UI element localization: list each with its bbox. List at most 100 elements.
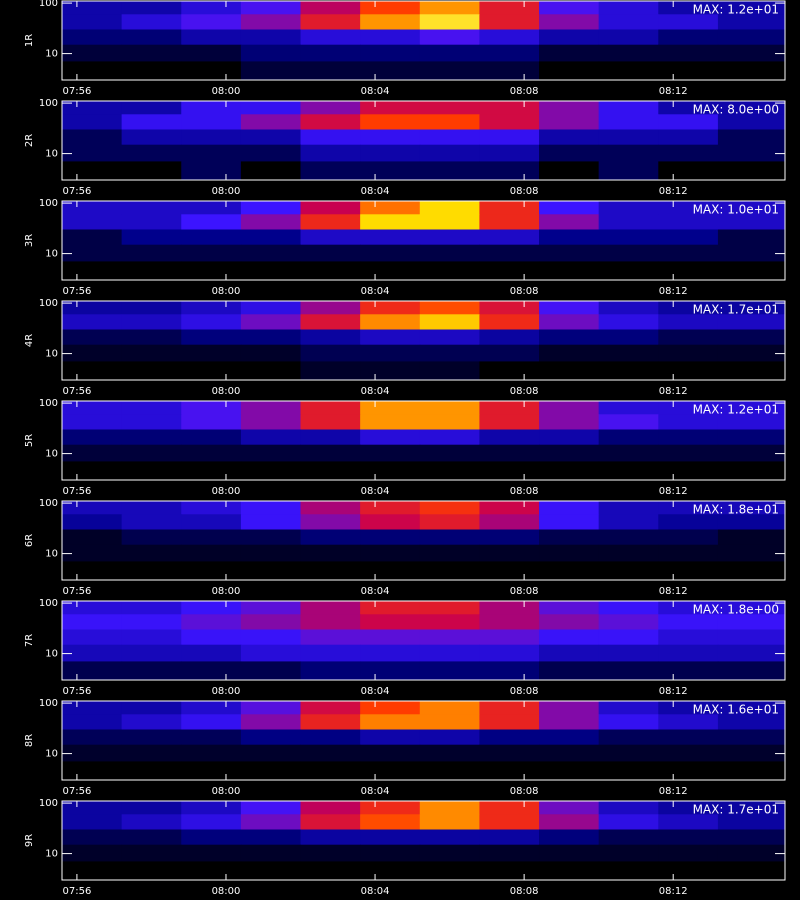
heat-cell bbox=[479, 401, 540, 415]
heat-cell bbox=[539, 101, 600, 115]
heat-cell bbox=[240, 329, 302, 346]
heat-cell bbox=[121, 661, 182, 681]
heat-cell bbox=[121, 414, 182, 430]
heat-cell bbox=[121, 29, 182, 46]
heat-cell bbox=[479, 244, 540, 262]
x-tick-label: 08:12 bbox=[659, 486, 688, 497]
heat-cell bbox=[539, 729, 600, 746]
heat-cell bbox=[717, 114, 786, 130]
heat-cell bbox=[479, 744, 540, 762]
heat-cell bbox=[181, 629, 242, 646]
heat-cell bbox=[181, 129, 242, 146]
heat-cell bbox=[121, 144, 182, 162]
heat-cell bbox=[121, 744, 182, 762]
heat-cell bbox=[717, 529, 786, 546]
heat-cell bbox=[717, 829, 786, 846]
heat-cell bbox=[598, 501, 659, 515]
heat-cell bbox=[479, 214, 540, 230]
heat-cell bbox=[717, 229, 786, 246]
heat-cell bbox=[240, 844, 302, 862]
plot-frame bbox=[61, 800, 786, 881]
heat-cell bbox=[419, 329, 480, 346]
heat-cell bbox=[598, 144, 659, 162]
heat-cell bbox=[300, 129, 361, 146]
heat-cell bbox=[360, 644, 421, 662]
heat-cell bbox=[658, 644, 719, 662]
heat-cell bbox=[539, 561, 600, 581]
heat-cell bbox=[300, 344, 361, 362]
heat-cell bbox=[479, 814, 540, 830]
heat-cell bbox=[300, 744, 361, 762]
heat-cell bbox=[479, 201, 540, 215]
heat-cell bbox=[717, 401, 786, 415]
heat-cell bbox=[598, 201, 659, 215]
heat-cell bbox=[300, 14, 361, 30]
heat-cell bbox=[300, 261, 361, 281]
heat-cell bbox=[181, 544, 242, 562]
heat-cell bbox=[419, 861, 480, 881]
heat-cell bbox=[717, 314, 786, 330]
heat-cell bbox=[717, 414, 786, 430]
heat-cell bbox=[658, 629, 719, 646]
heat-cell bbox=[181, 401, 242, 415]
heat-cell bbox=[181, 744, 242, 762]
heat-cell bbox=[181, 201, 242, 215]
heat-cell bbox=[181, 801, 242, 815]
x-tick-label: 07:56 bbox=[62, 86, 91, 97]
heat-cell bbox=[181, 214, 242, 230]
heat-cell bbox=[717, 814, 786, 830]
heat-cell bbox=[419, 414, 480, 430]
heat-cell bbox=[62, 344, 123, 362]
max-annotation: MAX: 8.0e+00 bbox=[693, 103, 779, 117]
heat-cell bbox=[300, 661, 361, 681]
heat-cell bbox=[717, 701, 786, 715]
heat-cell bbox=[121, 314, 182, 330]
heat-cell bbox=[181, 761, 242, 781]
heat-cell bbox=[539, 401, 600, 415]
heat-cell bbox=[717, 614, 786, 630]
heat-cell bbox=[419, 29, 480, 46]
heat-cell bbox=[62, 214, 123, 230]
heat-cell bbox=[717, 1, 786, 15]
y-tick-label: 100 bbox=[39, 98, 58, 109]
heat-cell bbox=[121, 44, 182, 62]
heat-cell bbox=[181, 314, 242, 330]
heat-cell bbox=[598, 261, 659, 281]
heat-cell bbox=[717, 644, 786, 662]
heat-cell bbox=[598, 301, 659, 315]
heat-cell bbox=[240, 514, 302, 530]
heat-cell bbox=[658, 729, 719, 746]
heat-cell bbox=[658, 744, 719, 762]
heat-cell bbox=[121, 214, 182, 230]
x-tick-label: 08:00 bbox=[212, 886, 241, 897]
heat-cell bbox=[717, 101, 786, 115]
heat-cell bbox=[598, 529, 659, 546]
heat-cell bbox=[658, 214, 719, 230]
heat-cell bbox=[717, 629, 786, 646]
heat-cell bbox=[181, 61, 242, 81]
heat-cell bbox=[300, 461, 361, 481]
heat-cell bbox=[240, 801, 302, 815]
heat-cell bbox=[658, 329, 719, 346]
heat-cell bbox=[181, 729, 242, 746]
heat-cell bbox=[121, 101, 182, 115]
heat-cell bbox=[479, 261, 540, 281]
heat-cell bbox=[62, 129, 123, 146]
y-tick-label: 10 bbox=[45, 749, 58, 760]
heat-cell bbox=[62, 229, 123, 246]
max-annotation: MAX: 1.7e+01 bbox=[693, 303, 779, 317]
heat-cell bbox=[539, 844, 600, 862]
heat-cell bbox=[240, 214, 302, 230]
heat-cell bbox=[539, 14, 600, 30]
heat-cell bbox=[240, 244, 302, 262]
heat-cell bbox=[658, 361, 719, 381]
heat-cell bbox=[717, 214, 786, 230]
y-tick-label: 100 bbox=[39, 298, 58, 309]
heat-cell bbox=[121, 244, 182, 262]
heat-cell bbox=[240, 401, 302, 415]
max-annotation: MAX: 1.8e+00 bbox=[693, 603, 779, 617]
heat-cell bbox=[479, 614, 540, 630]
heat-cell bbox=[598, 161, 659, 181]
y-axis-label: 1R bbox=[24, 34, 35, 47]
heat-cell bbox=[479, 29, 540, 46]
